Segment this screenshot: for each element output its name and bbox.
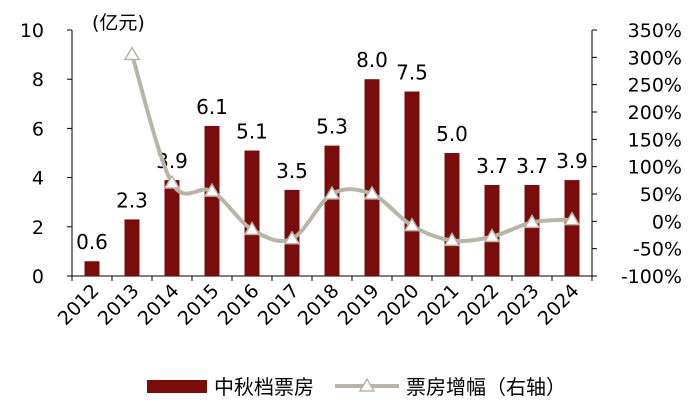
right-tick-label: 250% <box>628 75 682 97</box>
x-tick-label: 2021 <box>414 280 464 330</box>
bar <box>244 150 260 276</box>
bar-data-label: 7.5 <box>396 61 428 85</box>
x-tick-label: 2015 <box>174 280 224 330</box>
growth-triangle-marker <box>123 46 141 61</box>
growth-triangle-marker <box>203 182 221 197</box>
right-tick-label: -100% <box>621 266 682 288</box>
left-tick-label: 4 <box>32 168 44 190</box>
x-tick-label: 2018 <box>294 280 344 330</box>
growth-triangle-marker <box>443 231 461 247</box>
growth-triangle-marker <box>403 217 421 232</box>
growth-line <box>130 54 573 244</box>
x-tick-labels: 2012201320142015201620172018201920202021… <box>54 276 593 330</box>
bar <box>404 91 420 276</box>
bar-data-label: 5.3 <box>316 115 348 139</box>
x-tick-label: 2024 <box>534 280 584 330</box>
right-tick-label: 100% <box>628 157 682 179</box>
bar-data-label: 3.7 <box>516 154 548 178</box>
x-tick-label: 2017 <box>254 280 304 330</box>
bar-data-label: 3.9 <box>556 149 588 173</box>
legend-triangle-marker <box>358 377 376 392</box>
left-tick-labels: 0 2 4 6 8 10 <box>20 20 72 288</box>
bar-data-label: 5.1 <box>236 120 268 144</box>
growth-triangle-marker <box>243 221 261 236</box>
x-tick-label: 2023 <box>494 280 544 330</box>
x-tick-label: 2014 <box>134 280 184 330</box>
right-tick-label: -50% <box>633 239 682 261</box>
left-tick-label: 6 <box>32 118 44 140</box>
bar-data-label: 8.0 <box>356 48 388 72</box>
bar <box>164 180 180 276</box>
growth-triangle-marker <box>323 185 341 200</box>
x-tick-label: 2022 <box>454 280 504 330</box>
bar <box>524 184 540 276</box>
growth-triangle-marker <box>483 228 501 243</box>
legend-bar-swatch <box>147 380 207 393</box>
x-tick-label: 2012 <box>54 280 104 330</box>
legend-bar-label: 中秋档票房 <box>214 375 314 399</box>
bar <box>124 219 140 276</box>
growth-line-series <box>123 46 581 247</box>
right-tick-label: 200% <box>628 102 682 124</box>
bar <box>84 261 100 276</box>
growth-triangle-marker <box>563 211 581 226</box>
right-tick-label: 350% <box>628 20 682 42</box>
bar-data-label: 3.7 <box>476 154 508 178</box>
bar <box>204 125 220 276</box>
legend: 中秋档票房 票房增幅（右轴） <box>147 375 566 399</box>
bar <box>324 145 340 276</box>
left-tick-label: 10 <box>20 20 44 42</box>
right-tick-label: 150% <box>628 129 682 151</box>
bar-data-label: 3.5 <box>276 159 308 183</box>
x-tick-label: 2016 <box>214 280 264 330</box>
growth-triangle-marker <box>163 174 181 189</box>
right-tick-labels: -100% -50% 0% 50% 100% 150% 200% 250% 300% 350% <box>592 20 682 288</box>
growth-triangle-marker <box>363 185 381 200</box>
growth-triangle-marker <box>283 230 301 245</box>
legend-line-label: 票房增幅（右轴） <box>406 375 566 399</box>
bar-data-label: 0.6 <box>76 230 108 254</box>
left-tick-label: 0 <box>32 266 44 288</box>
bar-data-label: 2.3 <box>116 188 148 212</box>
right-tick-label: 0% <box>652 211 682 233</box>
bar <box>364 79 380 276</box>
x-tick-label: 2019 <box>334 280 384 330</box>
bar-data-label: 5.0 <box>436 122 468 146</box>
x-tick-label: 2020 <box>374 280 424 330</box>
bar-data-label: 6.1 <box>196 95 228 119</box>
left-tick-label: 8 <box>32 69 44 91</box>
right-tick-label: 300% <box>628 47 682 69</box>
x-tick-label: 2013 <box>94 280 144 330</box>
bar <box>564 180 580 276</box>
bar <box>444 153 460 276</box>
right-tick-label: 50% <box>640 184 682 206</box>
unit-label: (亿元) <box>92 12 145 34</box>
growth-triangle-marker <box>523 213 541 229</box>
left-tick-label: 2 <box>32 217 44 239</box>
